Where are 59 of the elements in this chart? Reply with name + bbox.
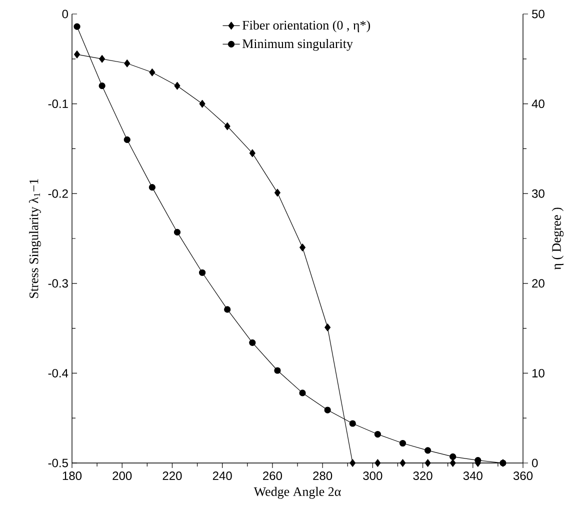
point	[274, 367, 281, 374]
point	[424, 447, 432, 454]
y-tick-label: -0.1	[48, 100, 68, 108]
point	[149, 68, 156, 76]
legend-label: Minimum singularity	[242, 38, 353, 51]
point	[424, 459, 431, 467]
point	[74, 50, 80, 58]
point	[199, 100, 206, 108]
y-tick-label: -0.2	[48, 189, 68, 198]
point	[148, 184, 156, 191]
y2-tick-label: 40	[532, 100, 544, 108]
point	[98, 82, 106, 90]
point	[224, 306, 231, 313]
y2-tick-label: 0	[532, 458, 538, 468]
x-tick-label: 240	[212, 472, 232, 480]
point	[324, 406, 331, 414]
y-tick-label: -0.5	[48, 458, 68, 468]
y-tick-label: -0.3	[48, 279, 68, 288]
point	[349, 420, 356, 427]
point	[174, 82, 180, 90]
point	[300, 244, 306, 252]
x-tick-label: 200	[112, 472, 132, 480]
x-tick-label: 280	[313, 472, 332, 480]
y-axis-title: Stress Singularity λ$_{1}$−1	[28, 179, 41, 298]
point	[450, 453, 456, 460]
y2-tick-label: 20	[532, 279, 544, 288]
point	[324, 324, 331, 332]
legend-label: Fiber orientation (0 , η*)	[242, 20, 370, 32]
x-axis-title: Wedge Angle 2α	[254, 486, 341, 499]
x-tick-label: 360	[513, 472, 533, 480]
x-tick-label: 340	[463, 472, 482, 480]
y-tick-label: -0.4	[48, 368, 68, 378]
point	[224, 122, 230, 130]
point	[99, 55, 106, 63]
point	[350, 459, 356, 467]
point	[249, 149, 256, 158]
x-tick-label: 180	[62, 472, 82, 480]
point	[399, 440, 406, 447]
point	[374, 459, 381, 467]
point	[124, 59, 130, 68]
point	[299, 390, 306, 396]
x-tick-label: 300	[363, 472, 382, 480]
point	[198, 269, 206, 276]
y2-axis-title: η ( Degree )	[552, 208, 564, 270]
point	[249, 339, 256, 346]
x-tick-label: 320	[413, 472, 432, 480]
y2-tick-label: 50	[532, 10, 544, 18]
point	[450, 459, 456, 467]
point	[400, 459, 406, 467]
y2-tick-label: 30	[532, 189, 544, 198]
point	[74, 23, 80, 30]
point	[174, 228, 181, 236]
point	[124, 136, 130, 144]
point	[274, 188, 280, 197]
x-tick-label: 220	[162, 472, 182, 480]
y-tick-label: 0	[62, 10, 68, 18]
x-tick-label: 260	[263, 472, 282, 480]
y2-tick-label: 10	[532, 368, 544, 378]
point	[374, 430, 381, 438]
